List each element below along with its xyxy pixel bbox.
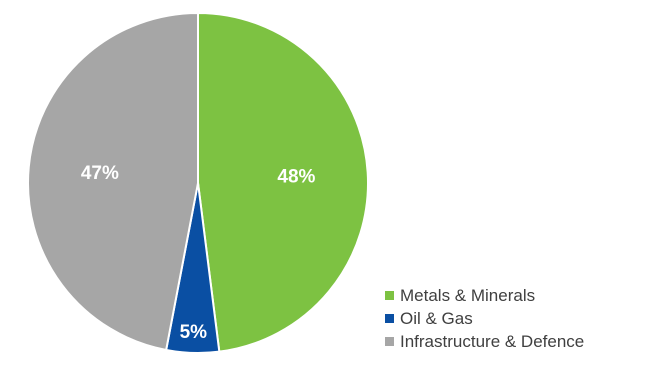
- legend-swatch-metals-minerals: [385, 291, 394, 300]
- chart-legend: Metals & Minerals Oil & Gas Infrastructu…: [385, 284, 584, 353]
- data-label-infrastructure-defence: 47%: [81, 163, 119, 184]
- legend-swatch-infrastructure-defence: [385, 337, 394, 346]
- legend-label-infrastructure-defence: Infrastructure & Defence: [400, 331, 585, 351]
- legend-item-infrastructure-defence: Infrastructure & Defence: [385, 330, 584, 353]
- pie-slice-infrastructure-defence: [26, 12, 199, 351]
- data-label-metals-minerals: 48%: [277, 166, 315, 187]
- data-label-oil-gas: 5%: [180, 322, 208, 343]
- legend-item-oil-gas: Oil & Gas: [385, 307, 584, 330]
- legend-item-metals-minerals: Metals & Minerals: [385, 284, 584, 307]
- pie-data-labels: 48% 5% 47%: [81, 163, 316, 343]
- pie-slices: [26, 12, 370, 355]
- legend-label-oil-gas: Oil & Gas: [400, 308, 473, 328]
- legend-label-metals-minerals: Metals & Minerals: [400, 285, 536, 305]
- pie-slice-metals-minerals: [197, 12, 370, 353]
- legend-swatch-oil-gas: [385, 314, 394, 323]
